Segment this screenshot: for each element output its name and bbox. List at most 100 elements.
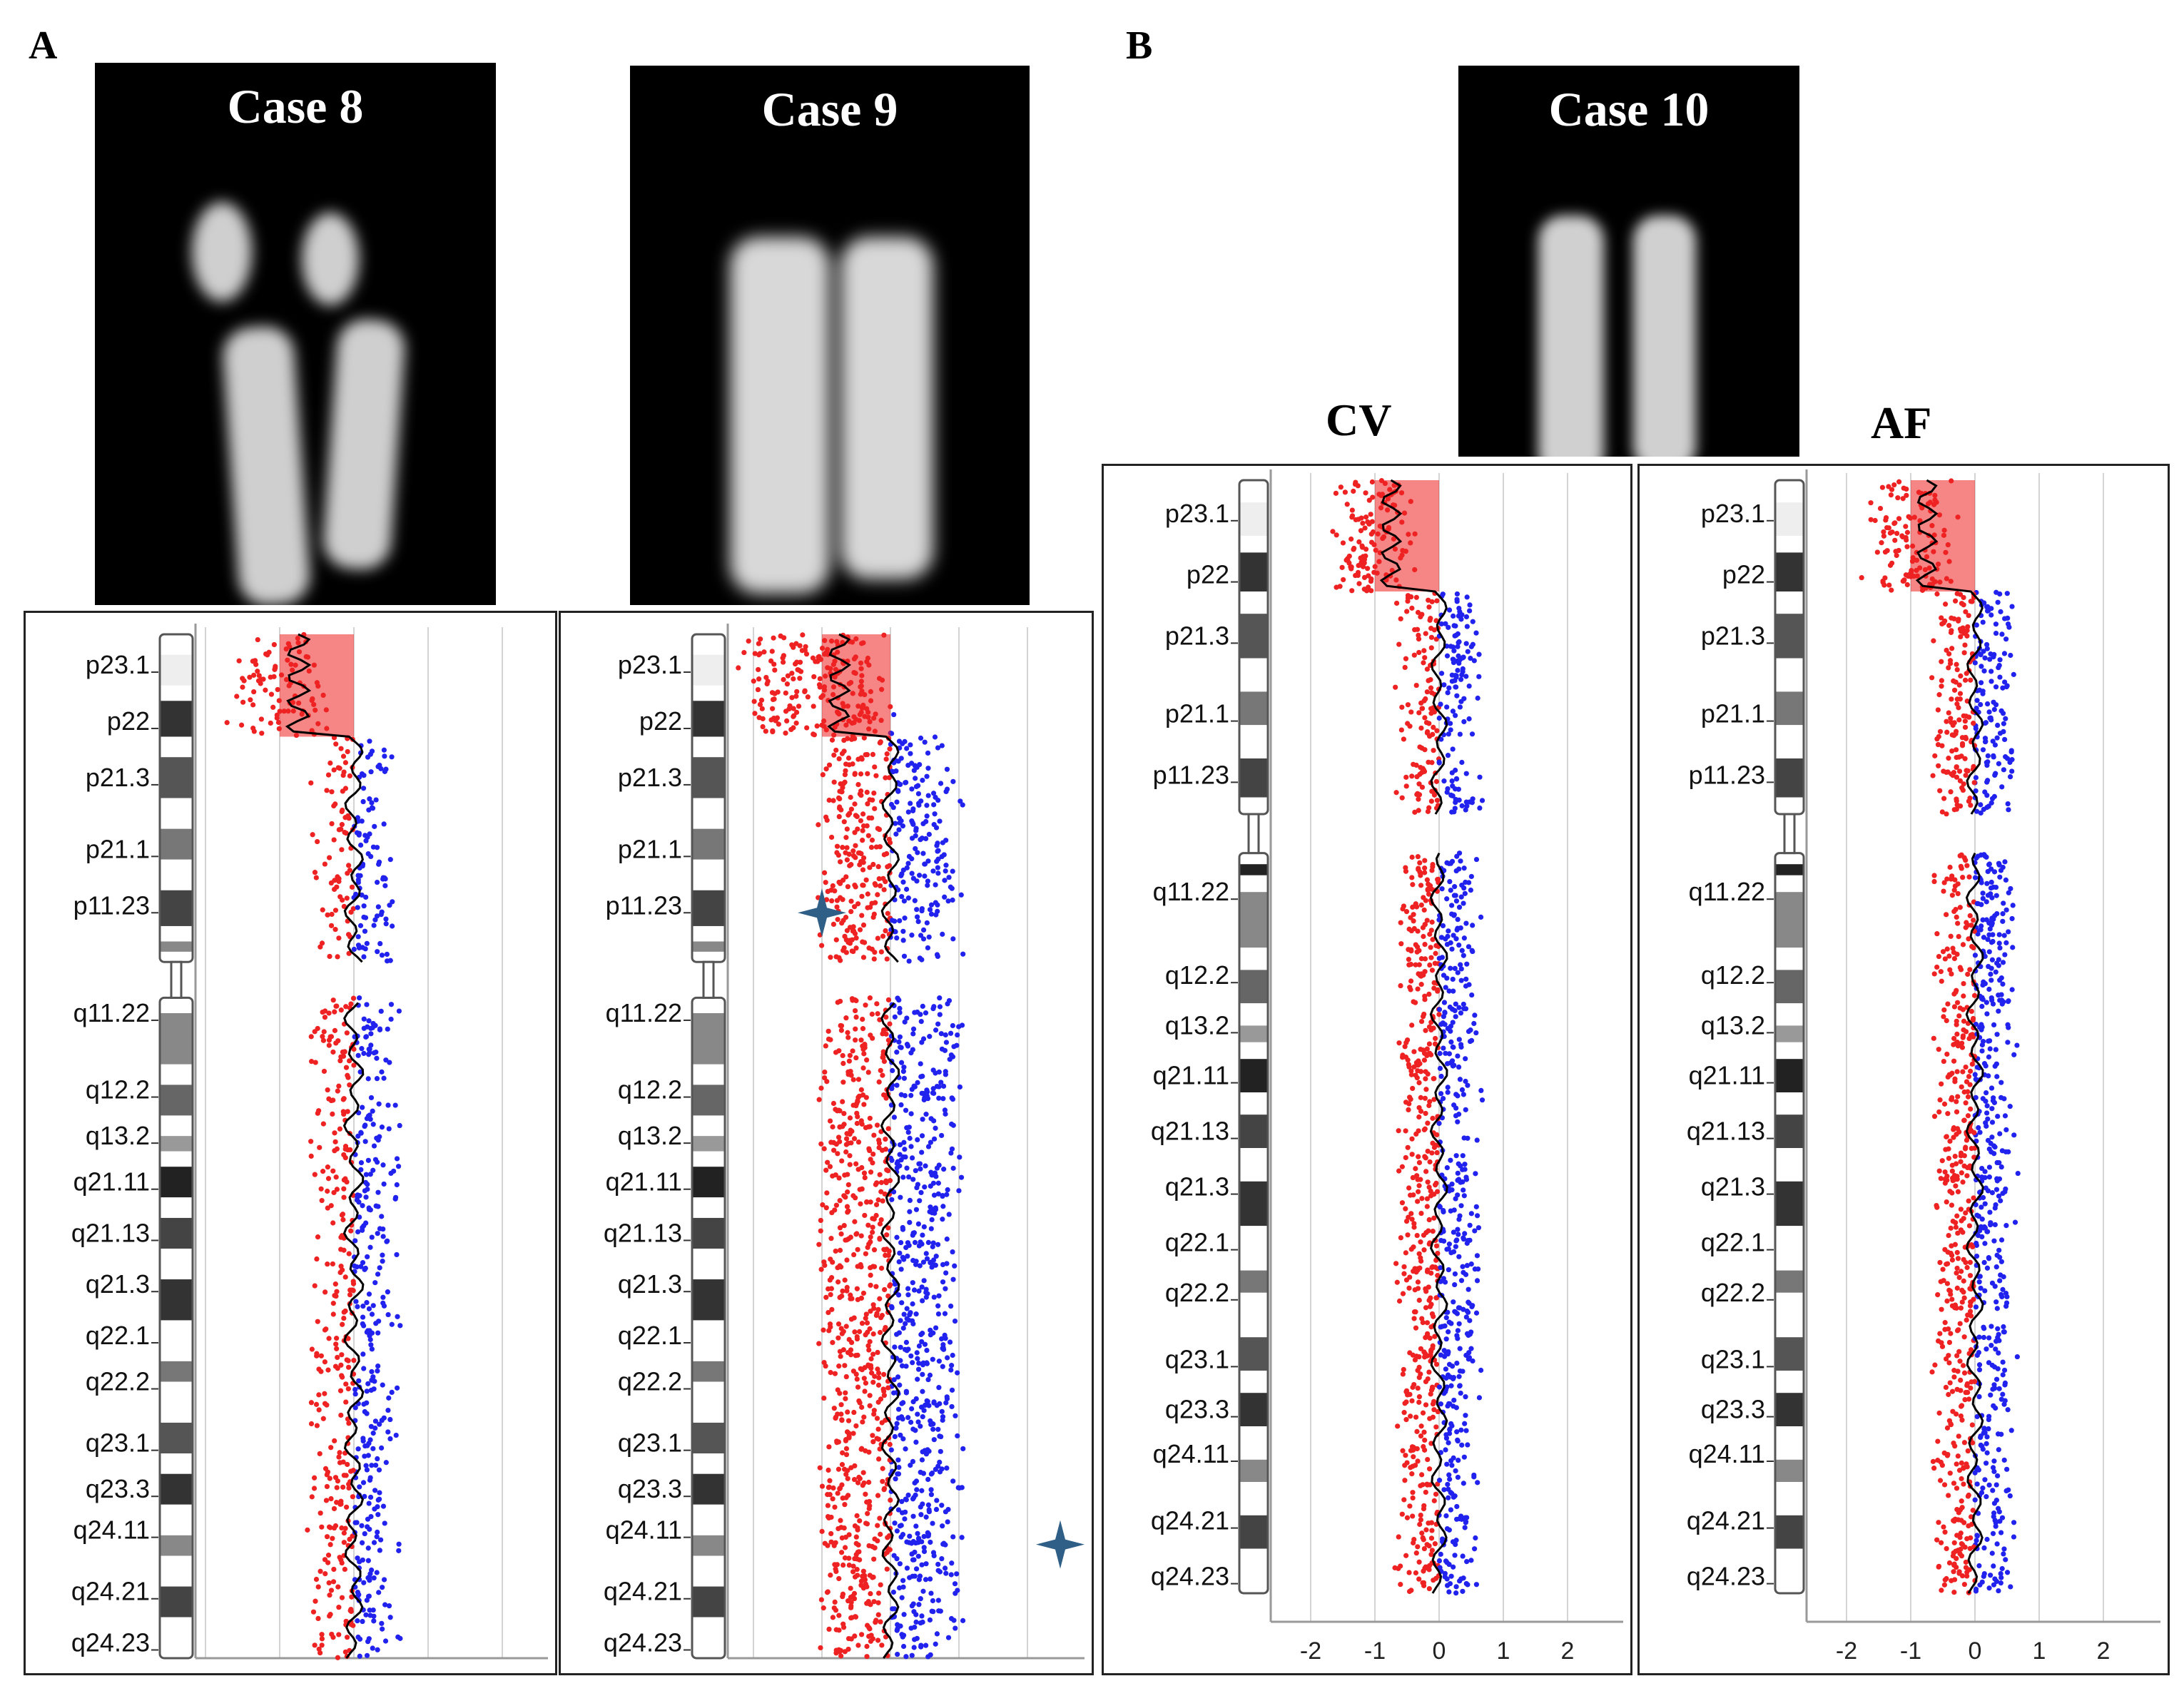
probe-point [936,1608,942,1614]
chromosome-band [1775,725,1804,758]
probe-point [1461,1454,1467,1460]
probe-point [865,1343,871,1349]
probe-point [369,1330,375,1336]
probe-point [1368,579,1374,584]
probe-point [843,950,849,955]
probe-point [1879,484,1886,490]
probe-point [385,1407,391,1413]
probe-point [960,802,965,808]
probe-point [1474,1137,1480,1143]
probe-point [340,1321,345,1327]
probe-point [878,1582,883,1588]
probe-point [360,863,365,869]
probe-point [1949,1243,1954,1249]
probe-point [379,1445,385,1451]
probe-point [1406,1570,1412,1575]
probe-point [380,1234,386,1239]
probe-point [948,1030,954,1036]
probe-point [1444,704,1450,710]
probe-point [383,921,389,927]
probe-point [1456,1217,1462,1222]
probe-point [839,1418,845,1423]
probe-point [1993,1523,1998,1529]
probe-point [908,1419,914,1425]
probe-point [1411,1224,1417,1230]
chromosome-band [1775,1181,1804,1227]
probe-point [1426,759,1431,765]
probe-point [375,1189,381,1195]
probe-point [1393,790,1399,796]
probe-point [939,1466,945,1472]
probe-point [1451,1299,1456,1305]
probe-point [862,1042,868,1047]
probe-point [380,1503,387,1509]
probe-point [838,1231,844,1237]
probe-point [336,1605,342,1610]
probe-point [1418,1433,1424,1439]
probe-point [890,1606,895,1612]
probe-point [2001,651,2008,656]
probe-point [324,788,330,793]
probe-point [887,1178,893,1184]
probe-point [354,830,360,836]
probe-point [326,1524,332,1530]
probe-point [1989,612,1994,618]
probe-point [1427,1482,1433,1488]
probe-point [1425,1376,1431,1382]
probe-point [379,1620,385,1626]
probe-point [937,818,943,824]
probe-point [843,1324,849,1329]
probe-point [1471,1020,1477,1027]
probe-point [2002,1113,2008,1119]
probe-point [835,1466,842,1472]
probe-point [919,1539,925,1545]
probe-point [359,892,365,898]
probe-point [861,1051,867,1057]
probe-point [942,1311,948,1316]
probe-point [877,1172,883,1177]
trend-line [285,633,365,1659]
probe-point [827,1277,833,1283]
probe-point [1456,1305,1461,1311]
chromosome-band [1239,875,1268,893]
probe-point [899,1300,905,1306]
probe-point [1463,1107,1468,1112]
probe-point [1955,1094,1961,1100]
probe-point [1449,809,1455,815]
band-labels: p23.1p22p21.3p21.1p11.23q11.22q12.2q13.2… [1687,499,1774,1591]
chromosome-band [160,925,193,942]
chromosome-band [1775,658,1804,692]
band-label: q22.1 [618,1321,682,1350]
probe-point [357,1653,362,1659]
probe-point [943,863,949,868]
band-label: q22.2 [1165,1278,1229,1307]
probe-point [1422,715,1428,721]
probe-point [1398,920,1403,925]
probe-point [365,1545,371,1551]
probe-point [931,1553,937,1559]
probe-point [1349,507,1355,513]
probe-point [888,1497,893,1503]
probe-point [852,1555,858,1562]
probe-point [906,1174,912,1180]
probe-point [1463,1056,1468,1062]
probe-point [379,1124,385,1130]
probe-point [934,952,940,958]
probe-point [853,935,859,941]
probe-point [1444,1560,1450,1565]
probe-point [850,1431,856,1436]
probe-point [830,1496,835,1502]
probe-point [1349,564,1354,570]
probe-point [1423,1087,1429,1092]
probe-point [844,1257,850,1263]
probe-point [905,1292,911,1298]
probe-point [835,917,840,923]
probe-point [1430,1115,1436,1121]
probe-point [1408,978,1414,984]
probe-point [1333,490,1339,496]
probe-point [914,1184,920,1191]
probe-point [944,1394,950,1400]
probe-point [1452,1281,1458,1288]
probe-point [1463,1515,1468,1520]
chromosome-band [1239,502,1268,536]
